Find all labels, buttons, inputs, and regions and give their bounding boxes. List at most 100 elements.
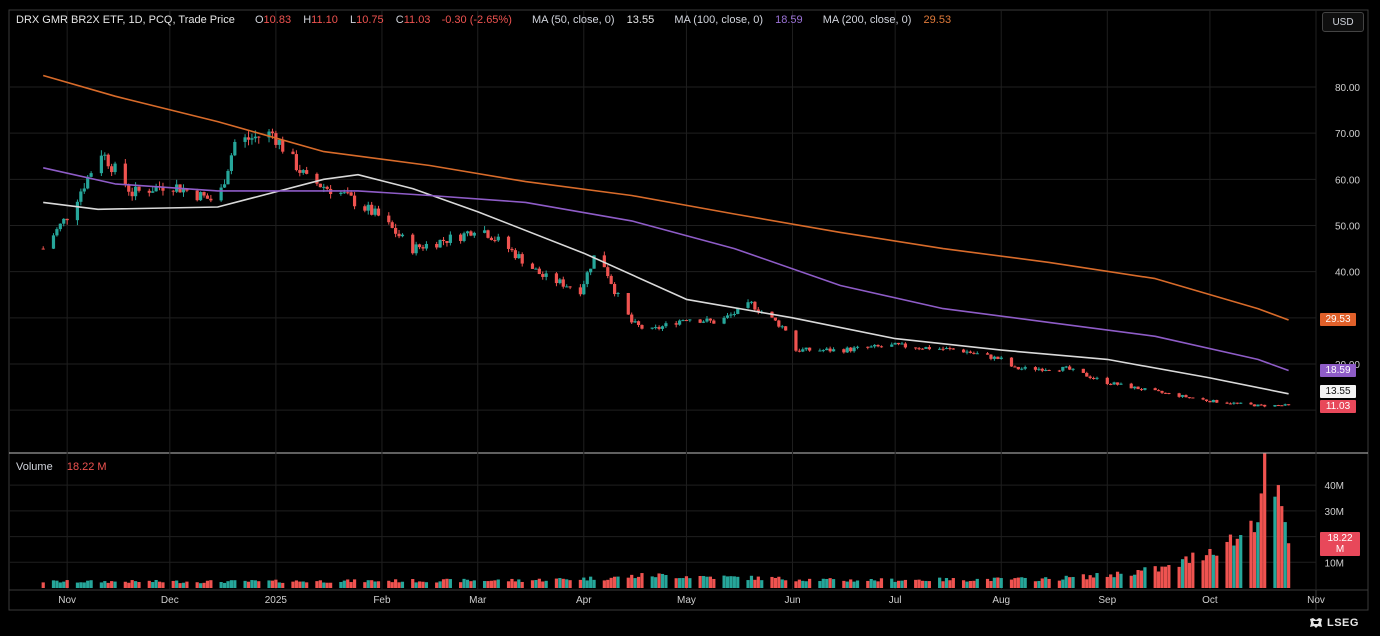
volume-bar [938,577,942,588]
high-value: 11.10 [311,14,338,26]
candle-body [1157,390,1161,392]
candle-body [1047,369,1051,371]
candle-body [219,187,223,201]
candle-body [794,330,798,351]
volume-bar [274,579,278,588]
volume-bar [421,581,425,588]
candle-body [927,347,931,350]
candle-body [394,227,398,234]
candle-body [1201,398,1205,400]
volume-bar [397,582,401,588]
candle-body [756,309,760,312]
candle-body [462,233,466,241]
volume-bar [1273,496,1277,588]
currency-button[interactable]: USD [1322,12,1364,32]
volume-bar [1136,570,1140,588]
volume-bar [770,576,774,588]
volume-bar [736,576,740,588]
candle-body [465,231,470,234]
candle-body [1139,389,1144,391]
volume-bar [1129,575,1133,588]
candle-body [435,243,439,248]
volume-bar [589,576,593,588]
volume-bar [1092,577,1096,588]
candle-body [537,268,541,275]
volume-bar [1068,577,1072,588]
volume-bar [534,580,538,588]
close-value: 11.03 [403,14,431,26]
candle-body [1020,368,1024,370]
volume-bar [1211,554,1215,588]
volume-bar [175,580,179,588]
volume-bar [219,582,223,588]
volume-bar [698,576,702,588]
volume-bar [281,582,285,588]
x-tick-label: Dec [161,595,179,606]
volume-bar [1263,453,1267,588]
volume-bar [349,582,353,588]
candle-body [253,136,257,139]
volume-bar [185,581,189,588]
candle-body [270,131,275,134]
candle-body [1225,402,1229,404]
volume-bar [712,578,716,588]
volume-bar [972,580,976,588]
volume-bar [113,581,117,588]
candle-body [489,237,494,241]
candle-body [961,349,966,353]
candle-body [469,231,473,236]
candles-group [41,128,1291,408]
candle-body [41,248,45,250]
volume-bar [688,578,692,588]
volume-bar [760,580,764,588]
candle-body [972,352,976,354]
volume-bar [616,576,620,588]
volume-bar [626,577,630,588]
candle-body [421,247,425,249]
volume-bar [496,579,500,588]
x-tick-label: Mar [469,595,487,606]
volume-bar [178,583,182,588]
volume-bar [917,579,921,588]
candle-body [996,356,1000,359]
volume-bar [1061,579,1065,588]
candle-body [968,351,973,353]
volume-bar [1184,556,1188,588]
candle-body [51,235,56,249]
volume-bar [866,580,870,588]
volume-bar [1057,580,1061,588]
volume-bar [808,578,812,588]
candle-body [318,183,322,188]
candle-body [975,353,979,355]
candle-body [941,348,945,350]
candle-body [438,239,442,248]
volume-bar [1239,535,1243,588]
candle-body [400,234,405,237]
candle-body [390,222,394,228]
candle-body [818,350,822,352]
volume-bar [1095,573,1099,588]
candle-body [349,192,353,196]
volume-bar [794,581,798,588]
volume-bar [417,581,422,588]
volume-bar [229,580,233,588]
volume-bar [640,573,644,588]
volume-bar [746,580,750,588]
volume-bar [777,576,781,588]
volume-bar [394,579,398,588]
volume-bar [1064,575,1068,588]
volume-bar [821,578,825,588]
price-tick-label: 70.00 [1335,129,1360,140]
candle-body [890,344,894,347]
volume-bar [773,577,778,588]
volume-bar [585,580,589,588]
candle-body [684,320,689,322]
volume-bar [493,580,497,588]
volume-bar [708,576,713,588]
candle-body [123,163,127,185]
volume-bar [558,578,562,588]
candle-body [938,348,942,350]
volume-bar [561,578,565,588]
candle-body [233,141,237,156]
